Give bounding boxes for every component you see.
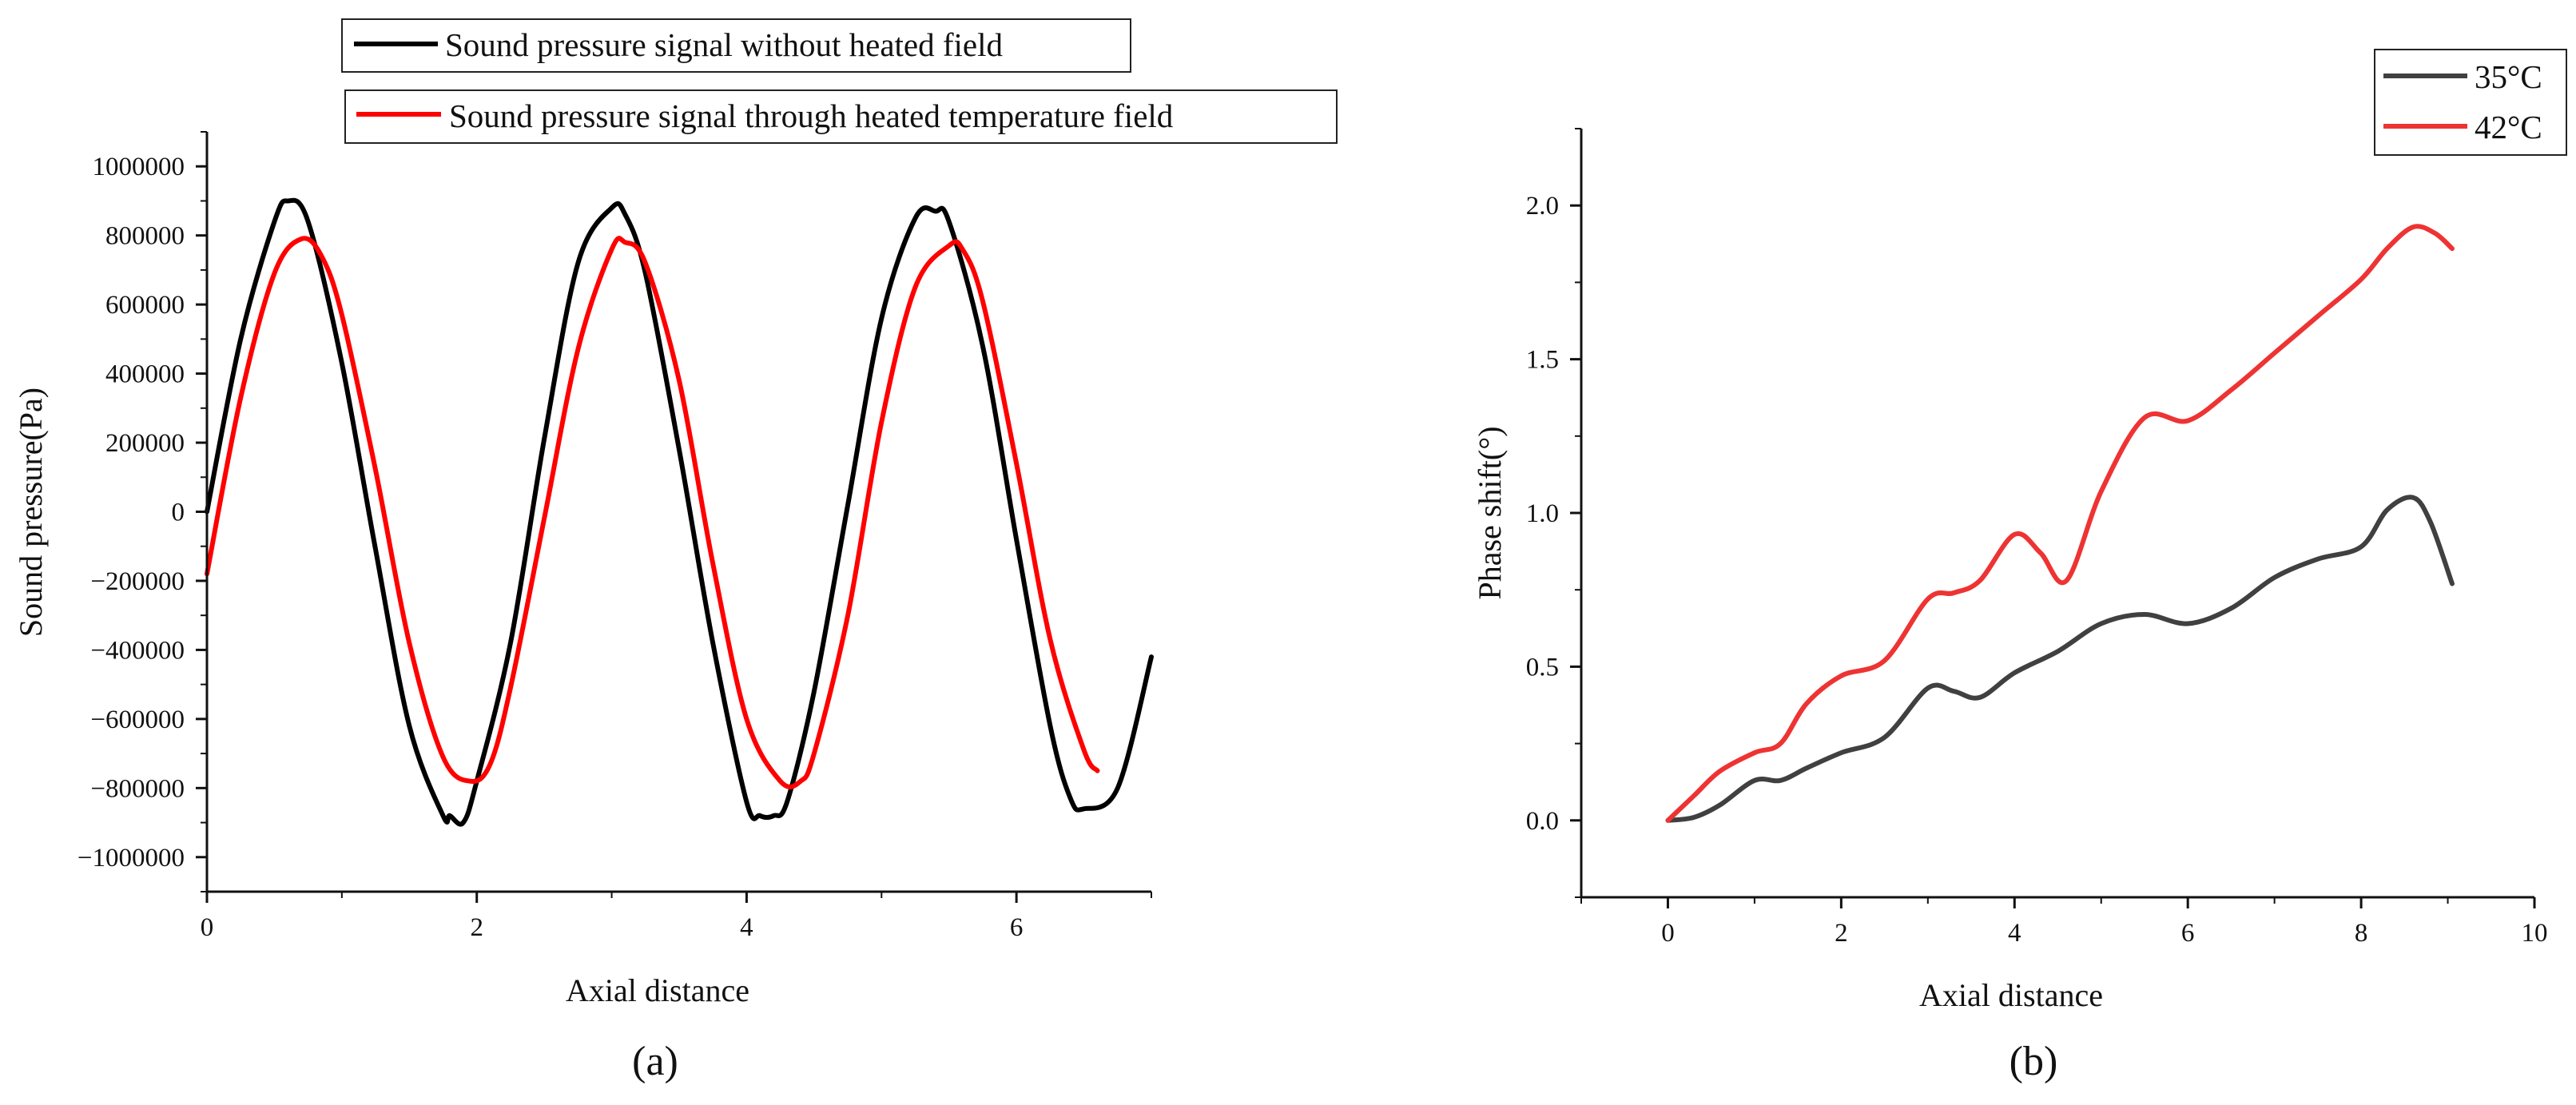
- x-tick-label: 4: [2008, 919, 2021, 948]
- legend-label-no-heat: Sound pressure signal without heated fie…: [445, 26, 1003, 63]
- series-line-42c: [1665, 224, 2455, 823]
- y-tick-label: −800000: [90, 774, 185, 803]
- y-tick-label: 400000: [105, 360, 185, 389]
- panel-b-chart: 0 2 4 6 8 10 0.0 0.5 1.0 1.5 2.0 Axial distance Ph…: [1472, 49, 2567, 1084]
- legend-item-42c: 42°C: [2383, 109, 2542, 145]
- panel-a-legend: Sound pressure signal without heated fie…: [341, 18, 1338, 144]
- panel-a-label: (a): [632, 1039, 678, 1084]
- panel-a-y-axis-label: Sound pressure(Pa): [13, 388, 49, 637]
- y-tick-label: −200000: [90, 567, 185, 596]
- x-tick-label: 6: [1010, 913, 1024, 942]
- panel-b-legend: 35°C 42°C: [2374, 49, 2567, 156]
- x-tick-label: 8: [2355, 919, 2368, 948]
- legend-label-42c: 42°C: [2475, 109, 2542, 145]
- series-line-no-heat: [205, 197, 1154, 827]
- y-tick-label: 800000: [105, 222, 185, 251]
- series-line-35c: [1665, 495, 2455, 823]
- x-tick-label: 6: [2181, 919, 2195, 948]
- y-tick-label: 1.0: [1526, 499, 1559, 528]
- y-tick-label: 1.5: [1526, 346, 1559, 375]
- legend-item-35c: 35°C: [2383, 58, 2542, 95]
- y-tick-label: 2.0: [1526, 192, 1559, 221]
- y-tick-label: −600000: [90, 706, 185, 734]
- series-line-heated: [205, 236, 1100, 789]
- legend-label-35c: 35°C: [2475, 58, 2542, 95]
- panel-b-x-axis-label: Axial distance: [1919, 977, 2103, 1013]
- legend-item-no-heat: Sound pressure signal without heated fie…: [341, 18, 1131, 73]
- legend-item-heated: Sound pressure signal through heated tem…: [344, 89, 1338, 144]
- x-tick-label: 0: [201, 913, 214, 942]
- y-tick-label: −400000: [90, 636, 185, 665]
- x-tick-label: 10: [2522, 919, 2548, 948]
- panel-b-label: (b): [2010, 1039, 2058, 1084]
- x-tick-label: 4: [740, 913, 753, 942]
- panel-b-y-axis-label: Phase shift(°): [1472, 426, 1508, 599]
- legend-label-heated: Sound pressure signal through heated tem…: [449, 97, 1173, 134]
- y-tick-label: 200000: [105, 429, 185, 458]
- y-tick-label: 0.0: [1526, 807, 1559, 836]
- y-tick-label: −1000000: [78, 844, 185, 872]
- panel-a-chart: 0 2 4 6 1000000 800000 600000 400000 200000 0 −200…: [13, 18, 1338, 1084]
- x-tick-label: 0: [1661, 919, 1675, 948]
- panel-a-x-axis-label: Axial distance: [566, 972, 749, 1008]
- y-tick-label: 1000000: [93, 153, 185, 181]
- x-tick-label: 2: [1835, 919, 1848, 948]
- x-tick-label: 2: [470, 913, 483, 942]
- y-tick-label: 0.5: [1526, 653, 1559, 682]
- y-tick-label: 0: [172, 499, 185, 527]
- y-tick-label: 600000: [105, 291, 185, 320]
